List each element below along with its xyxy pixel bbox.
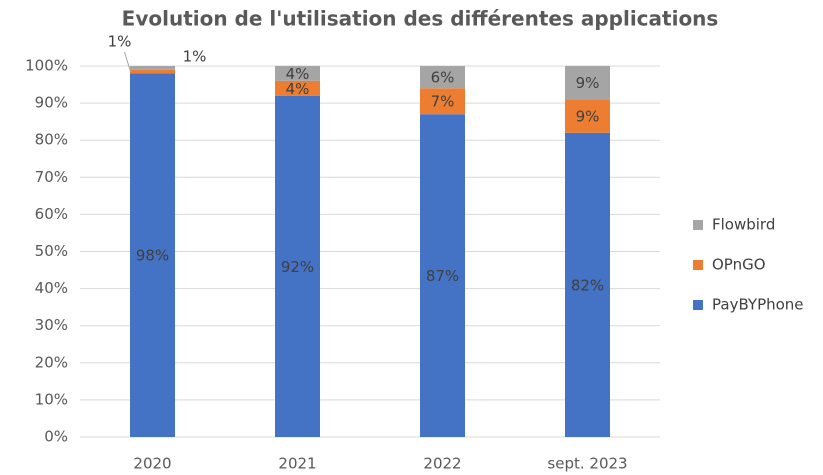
y-tick-label: 70% [35, 168, 68, 186]
legend-label: OPnGO [712, 256, 766, 274]
y-tick-label: 80% [35, 131, 68, 149]
bar-segment [130, 66, 175, 70]
data-label: 98% [136, 247, 169, 265]
bar-segment [275, 80, 320, 96]
data-label: 9% [576, 108, 600, 126]
data-label: 4% [286, 80, 310, 98]
data-label: 1% [108, 33, 132, 51]
legend-label: Flowbird [712, 216, 775, 234]
bar-segment [420, 66, 465, 89]
y-tick-label: 0% [44, 428, 68, 446]
y-tick-label: 50% [35, 242, 68, 260]
legend-swatch [693, 220, 703, 230]
legend-swatch [693, 260, 703, 270]
y-tick-label: 40% [35, 279, 68, 297]
x-tick-label: 2020 [133, 455, 171, 473]
data-label: 82% [571, 276, 604, 294]
y-tick-label: 60% [35, 205, 68, 223]
data-label: 6% [431, 69, 455, 87]
y-tick-label: 100% [25, 57, 68, 75]
bar-segment [565, 66, 610, 100]
legend-label: PayBYPhone [712, 296, 804, 314]
y-tick-label: 10% [35, 390, 68, 408]
legend-swatch [693, 300, 703, 310]
bar-segment [565, 99, 610, 133]
bar-segment [275, 95, 320, 438]
bar-segment [420, 114, 465, 437]
x-tick-label: 2022 [423, 455, 461, 473]
bar-segment [275, 66, 320, 81]
data-label: 9% [576, 74, 600, 92]
data-label: 7% [431, 93, 455, 111]
data-label: 1% [183, 48, 207, 66]
data-label: 4% [286, 65, 310, 83]
data-label: 87% [426, 267, 459, 285]
bar-segment [565, 132, 610, 437]
y-tick-label: 90% [35, 94, 68, 112]
y-tick-label: 30% [35, 316, 68, 334]
leader-line [124, 51, 131, 72]
data-label: 92% [281, 258, 314, 276]
bar-segment [130, 69, 175, 74]
bar-segment [130, 73, 175, 438]
x-tick-label: 2021 [278, 455, 316, 473]
y-tick-label: 20% [35, 353, 68, 371]
chart-title: Evolution de l'utilisation des différent… [122, 7, 719, 31]
bar-segment [420, 88, 465, 115]
x-tick-label: sept. 2023 [547, 455, 627, 473]
